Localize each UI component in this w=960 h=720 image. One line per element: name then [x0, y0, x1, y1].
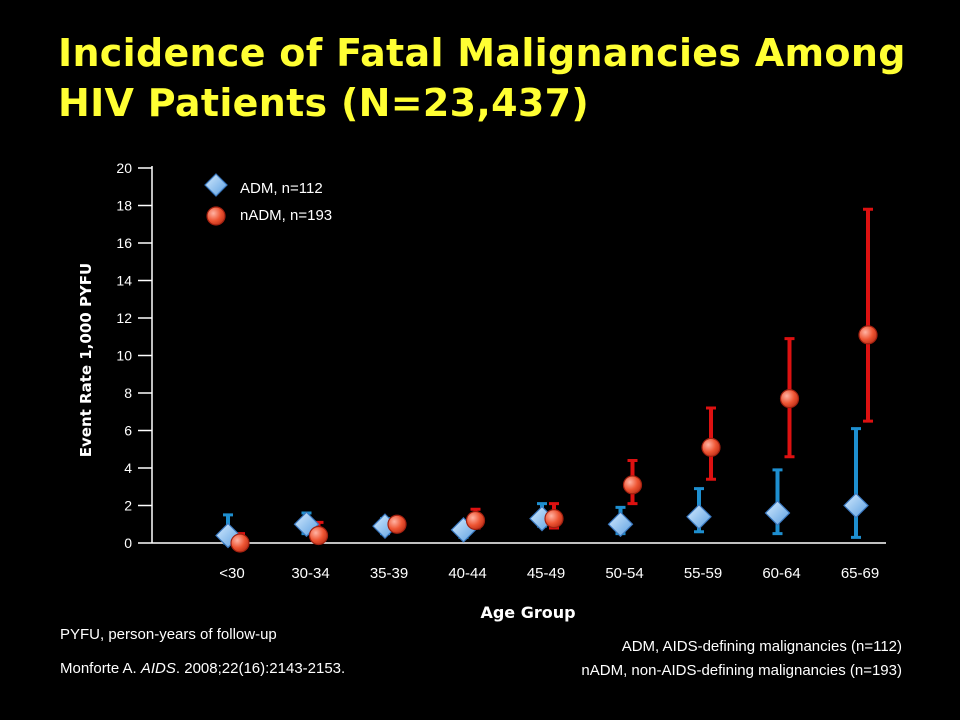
citation-rest: . 2008;22(16):2143-2153. — [175, 660, 346, 677]
x-tick-label: 40-44 — [448, 565, 486, 582]
y-tick-label: 18 — [116, 198, 132, 214]
y-tick-label: 20 — [116, 160, 132, 176]
nadm-point — [779, 389, 800, 409]
nadm-point — [308, 525, 329, 546]
nadm-point — [230, 533, 250, 553]
x-tick-label: 65-69 — [841, 565, 879, 582]
nadm-point — [544, 509, 564, 529]
citation: Monforte A. AIDS. 2008;22(16):2143-2153. — [60, 660, 345, 677]
legend-adm-marker — [204, 173, 228, 197]
y-tick-label: 16 — [116, 235, 132, 251]
citation-author: Monforte A. — [60, 660, 141, 677]
nadm-point — [622, 475, 643, 495]
adm-point — [843, 492, 869, 519]
nadm-point — [858, 325, 878, 345]
y-axis-title: Event Rate 1,000 PYFU — [77, 263, 95, 457]
pyfu-footnote: PYFU, person-years of follow-up — [60, 626, 277, 643]
y-tick-label: 10 — [116, 348, 132, 364]
adm-definition: ADM, AIDS-defining malignancies (n=112) — [621, 638, 902, 655]
legend-nadm-label: nADM, n=193 — [240, 207, 332, 224]
nadm-point — [701, 437, 721, 457]
x-tick-label: 55-59 — [684, 565, 722, 582]
x-tick-label: 30-34 — [291, 565, 329, 582]
nadm-definition: nADM, non-AIDS-defining malignancies (n=… — [581, 662, 902, 679]
y-tick-label: 0 — [124, 535, 132, 551]
adm-point — [764, 500, 791, 526]
y-tick-label: 4 — [124, 460, 132, 476]
title-line-2: HIV Patients (N=23,437) — [58, 81, 589, 125]
y-tick-label: 14 — [116, 273, 132, 289]
x-tick-label: 60-64 — [762, 565, 800, 582]
y-tick-label: 8 — [124, 385, 132, 401]
x-tick-label: <30 — [219, 565, 244, 582]
error-bar — [863, 207, 873, 423]
y-tick-label: 2 — [124, 498, 132, 514]
nadm-point — [387, 514, 407, 534]
legend: ADM, n=112 nADM, n=193 — [204, 173, 332, 226]
axes: 0 2 4 6 8 10 12 14 16 18 20 <30 30-34 35-39 40-44 45-49… — [116, 160, 886, 582]
legend-nadm-marker — [206, 206, 226, 226]
axis-labels: Age Group Event Rate 1,000 PYFU — [77, 263, 576, 622]
title-line-1: Incidence of Fatal Malignancies Among — [58, 31, 906, 75]
x-tick-label: 50-54 — [605, 565, 643, 582]
chart-title: Incidence of Fatal Malignancies Among HI… — [58, 28, 938, 128]
error-bar — [851, 427, 861, 539]
adm-point — [607, 511, 634, 538]
x-tick-label: 45-49 — [527, 565, 565, 582]
citation-journal: AIDS — [140, 660, 176, 677]
x-axis-title: Age Group — [480, 603, 575, 622]
data-markers — [215, 325, 878, 553]
x-tick-label: 35-39 — [370, 565, 408, 582]
y-tick-label: 6 — [124, 423, 132, 439]
y-tick-label: 12 — [116, 310, 132, 326]
adm-point — [686, 503, 712, 530]
nadm-point — [465, 510, 486, 531]
legend-adm-label: ADM, n=112 — [240, 180, 323, 197]
error-bars — [223, 207, 873, 545]
